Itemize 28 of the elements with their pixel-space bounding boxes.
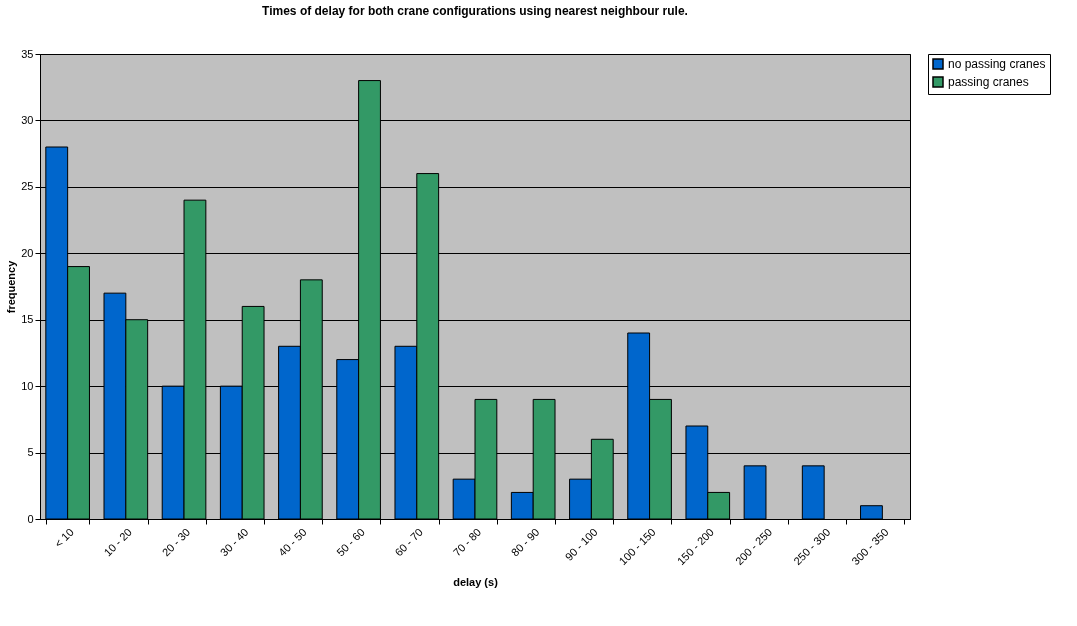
x-tick-label: 10 - 20 bbox=[101, 525, 135, 559]
x-tick-label: 150 - 200 bbox=[674, 525, 717, 568]
x-tick-label: 250 - 300 bbox=[791, 525, 833, 568]
x-tick-label: 200 - 250 bbox=[732, 525, 775, 568]
x-tick-label: 60 - 70 bbox=[392, 525, 426, 559]
legend-label: no passing cranes bbox=[948, 57, 1046, 71]
y-tick-label: 10 bbox=[21, 379, 34, 392]
y-tick-label: 25 bbox=[21, 180, 34, 193]
y-tick-label: 0 bbox=[27, 512, 34, 525]
x-tick-label: 40 - 50 bbox=[275, 525, 309, 559]
y-tick-label: 15 bbox=[21, 313, 34, 326]
y-tick-label: 20 bbox=[21, 246, 34, 259]
x-tick-label: < 10 bbox=[52, 525, 76, 550]
x-tick-label: 70 - 80 bbox=[450, 525, 484, 559]
legend-label: passing cranes bbox=[948, 75, 1029, 89]
x-tick-label: 20 - 30 bbox=[159, 525, 193, 559]
y-axis-title: frequency bbox=[5, 259, 18, 314]
y-tick-label: 30 bbox=[21, 113, 34, 126]
y-tick-label: 35 bbox=[21, 47, 34, 60]
x-tick-label: 30 - 40 bbox=[217, 525, 251, 559]
x-tick-label: 300 - 350 bbox=[849, 525, 891, 568]
x-tick-label: 50 - 60 bbox=[334, 525, 367, 559]
y-tick-label: 5 bbox=[27, 446, 34, 459]
x-tick-label: 80 - 90 bbox=[508, 525, 542, 559]
x-tick-label: 100 - 150 bbox=[616, 525, 658, 568]
chart-title: Times of delay for both crane configurations using nearest neighbour rule. bbox=[262, 4, 688, 18]
x-axis-title: delay (s) bbox=[453, 576, 499, 589]
x-tick-label: 90 - 100 bbox=[562, 525, 600, 563]
